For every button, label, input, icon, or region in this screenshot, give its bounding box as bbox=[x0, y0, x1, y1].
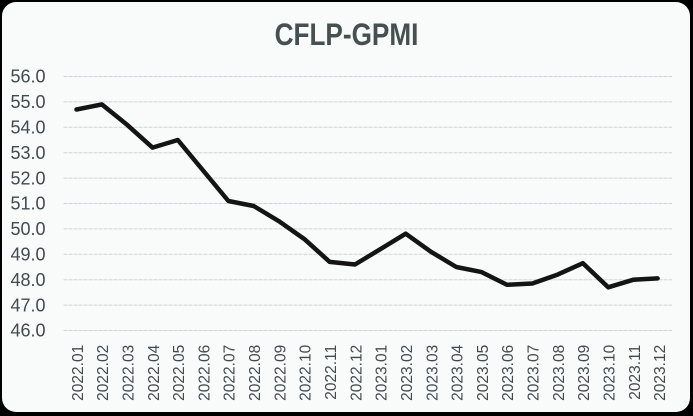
svg-text:2022.01: 2022.01 bbox=[70, 345, 87, 401]
svg-text:2023.10: 2023.10 bbox=[602, 344, 619, 400]
svg-text:2023.09: 2023.09 bbox=[576, 345, 593, 401]
svg-text:2022.10: 2022.10 bbox=[298, 344, 315, 400]
svg-text:2022.02: 2022.02 bbox=[95, 345, 112, 401]
svg-text:2023.12: 2023.12 bbox=[652, 345, 669, 401]
svg-text:2023.02: 2023.02 bbox=[399, 345, 416, 401]
svg-text:2023.05: 2023.05 bbox=[475, 345, 492, 401]
svg-text:50.0: 50.0 bbox=[10, 219, 45, 239]
svg-text:51.0: 51.0 bbox=[10, 194, 45, 214]
svg-text:49.0: 49.0 bbox=[10, 245, 45, 265]
svg-text:2022.07: 2022.07 bbox=[222, 345, 239, 401]
svg-text:2022.09: 2022.09 bbox=[272, 345, 289, 401]
svg-text:2022.04: 2022.04 bbox=[146, 344, 163, 400]
svg-text:46.0: 46.0 bbox=[10, 321, 45, 341]
svg-text:2022.06: 2022.06 bbox=[196, 345, 213, 401]
svg-text:2023.04: 2023.04 bbox=[450, 344, 467, 400]
svg-text:48.0: 48.0 bbox=[10, 270, 45, 290]
svg-text:2023.01: 2023.01 bbox=[374, 345, 391, 401]
svg-text:47.0: 47.0 bbox=[10, 295, 45, 315]
svg-text:2023.06: 2023.06 bbox=[500, 345, 517, 401]
svg-text:CFLP-GPMI: CFLP-GPMI bbox=[275, 18, 419, 53]
svg-text:56.0: 56.0 bbox=[10, 67, 45, 87]
svg-text:2023.07: 2023.07 bbox=[526, 345, 543, 401]
svg-text:2022.05: 2022.05 bbox=[171, 345, 188, 401]
svg-text:2022.11: 2022.11 bbox=[323, 345, 340, 400]
svg-text:2022.03: 2022.03 bbox=[120, 345, 137, 401]
svg-text:2022.12: 2022.12 bbox=[348, 345, 365, 401]
svg-text:2023.11: 2023.11 bbox=[627, 345, 644, 400]
svg-text:2023.03: 2023.03 bbox=[424, 345, 441, 401]
svg-text:55.0: 55.0 bbox=[10, 92, 45, 112]
svg-text:2022.08: 2022.08 bbox=[247, 345, 264, 401]
svg-text:53.0: 53.0 bbox=[10, 143, 45, 163]
svg-text:2023.08: 2023.08 bbox=[551, 345, 568, 401]
svg-text:54.0: 54.0 bbox=[10, 118, 45, 138]
svg-text:52.0: 52.0 bbox=[10, 168, 45, 188]
